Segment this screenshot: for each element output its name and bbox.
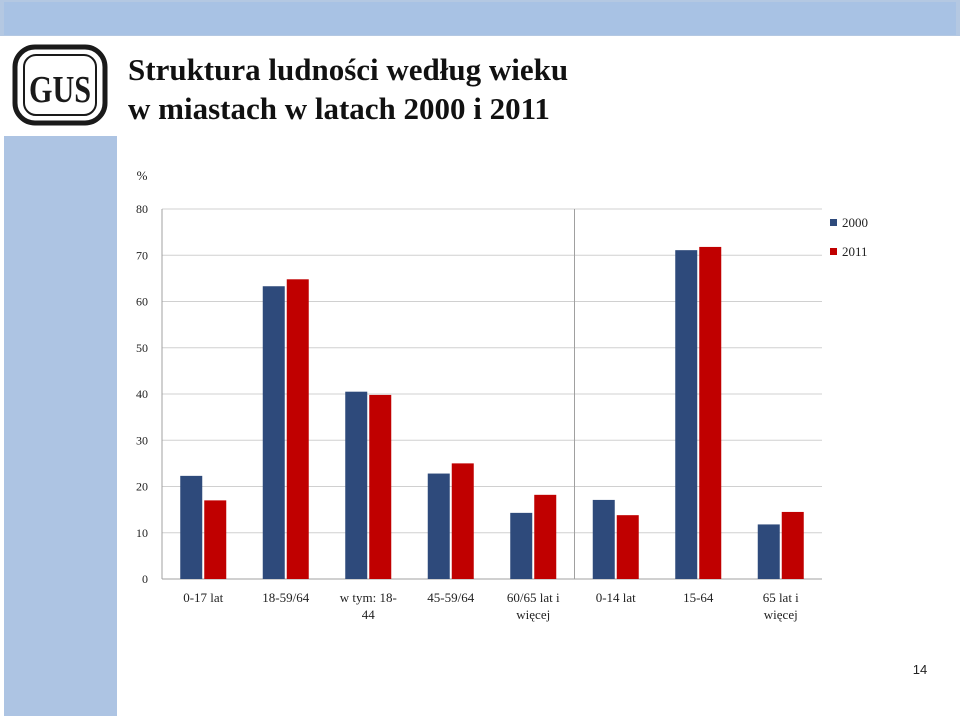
bar-2011	[699, 246, 722, 580]
y-tick-label: 20	[136, 480, 148, 494]
y-tick-label: 10	[136, 526, 148, 540]
y-axis-label: %	[137, 168, 148, 183]
x-tick-label: 60/65 lat i	[507, 590, 560, 605]
y-tick-label: 60	[136, 295, 148, 309]
page-title: Struktura ludności według wieku w miasta…	[128, 50, 568, 128]
bar-2000	[345, 391, 368, 579]
bar-2011	[204, 500, 227, 579]
title-line-1: Struktura ludności według wieku	[128, 52, 569, 87]
x-tick-label: więcej	[764, 607, 798, 622]
left-band	[4, 136, 117, 716]
bar-chart: % 0 10 20 30 40 50 60 70 80 0-17 lat 18-59/64 w tym:…	[136, 168, 868, 622]
x-tick-label: 15-64	[683, 590, 714, 605]
legend-swatch-2011	[830, 248, 837, 255]
y-tick-label: 30	[136, 433, 148, 447]
title-line-2: w miastach w latach 2000 i 2011	[128, 91, 550, 126]
x-tick-label: 0-17 lat	[183, 590, 223, 605]
bar-2011	[616, 515, 639, 579]
bar-2011	[781, 511, 804, 579]
bar-2011	[369, 394, 392, 579]
x-tick-label: więcej	[516, 607, 550, 622]
x-tick-label: w tym: 18-	[340, 590, 397, 605]
bar-2011	[534, 494, 557, 579]
legend-swatch-2000	[830, 219, 837, 226]
legend-label-2011: 2011	[842, 244, 868, 259]
x-tick-label: 45-59/64	[427, 590, 474, 605]
y-tick-label: 0	[142, 572, 148, 586]
x-tick-label: 18-59/64	[262, 590, 309, 605]
bar-2000	[180, 475, 203, 579]
legend-label-2000: 2000	[842, 215, 868, 230]
bar-2000	[510, 512, 533, 579]
y-tick-label: 80	[136, 202, 148, 216]
x-tick-label: 65 lat i	[763, 590, 799, 605]
y-tick-label: 50	[136, 341, 148, 355]
bar-2000	[592, 499, 615, 579]
bar-2000	[427, 473, 450, 579]
bar-2000	[675, 250, 698, 579]
x-tick-label: 44	[362, 607, 376, 622]
top-band	[0, 0, 960, 36]
y-tick-label: 40	[136, 387, 148, 401]
gus-logo: GUS	[12, 44, 108, 126]
bar-2011	[451, 463, 474, 579]
top-band-inner	[4, 2, 956, 35]
bar-2000	[262, 286, 285, 579]
x-tick-label: 0-14 lat	[596, 590, 636, 605]
page-number: 14	[912, 662, 928, 677]
bar-2011	[286, 279, 309, 579]
logo-text: GUS	[29, 69, 91, 111]
y-tick-label: 70	[136, 248, 148, 262]
bar-2000	[757, 524, 780, 579]
